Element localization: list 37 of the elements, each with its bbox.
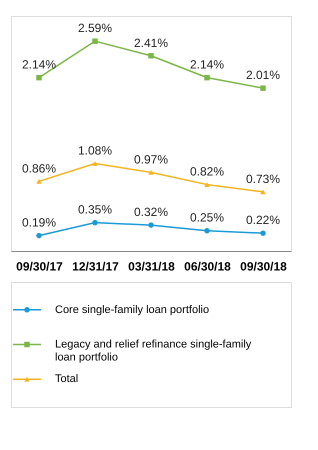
data-label: 2.41% [134,36,168,50]
point [36,232,42,238]
point [148,53,154,58]
data-label: 1.08% [78,144,112,158]
data-label: 0.82% [190,164,224,179]
data-label: 0.73% [246,172,280,186]
data-label: 0.19% [22,216,56,230]
data-label: 0.97% [134,152,168,166]
point [148,170,154,175]
point [204,74,210,80]
data-label: 0.86% [22,161,56,176]
point [92,220,98,226]
data-label: 2.14% [190,58,224,72]
x-tick-label: 03/31/18 [128,260,176,274]
x-tick-label: 09/30/18 [240,260,288,274]
point [92,161,98,166]
data-label: 2.01% [246,68,280,82]
data-label: 0.25% [190,210,224,225]
legend-label: Total [55,373,78,386]
point [204,182,210,187]
data-label: 0.22% [246,213,280,228]
data-label: 2.14% [22,58,56,72]
point [260,85,266,91]
point [92,38,98,44]
point [36,178,42,184]
data-label: 0.32% [134,205,168,220]
point [36,74,42,80]
point [204,228,210,234]
x-tick-label: 09/30/17 [16,260,64,274]
legend-label: Legacy and relief refinance single-family loan portfolio [55,338,252,364]
legend-label: Core single-family loan portfolio [55,304,210,316]
x-tick-label: 06/30/18 [184,260,232,274]
data-label: 0.35% [78,202,112,217]
point [148,222,154,228]
x-tick-label: 12/31/17 [72,260,120,274]
data-label: 2.59% [78,21,112,36]
point [260,230,266,236]
